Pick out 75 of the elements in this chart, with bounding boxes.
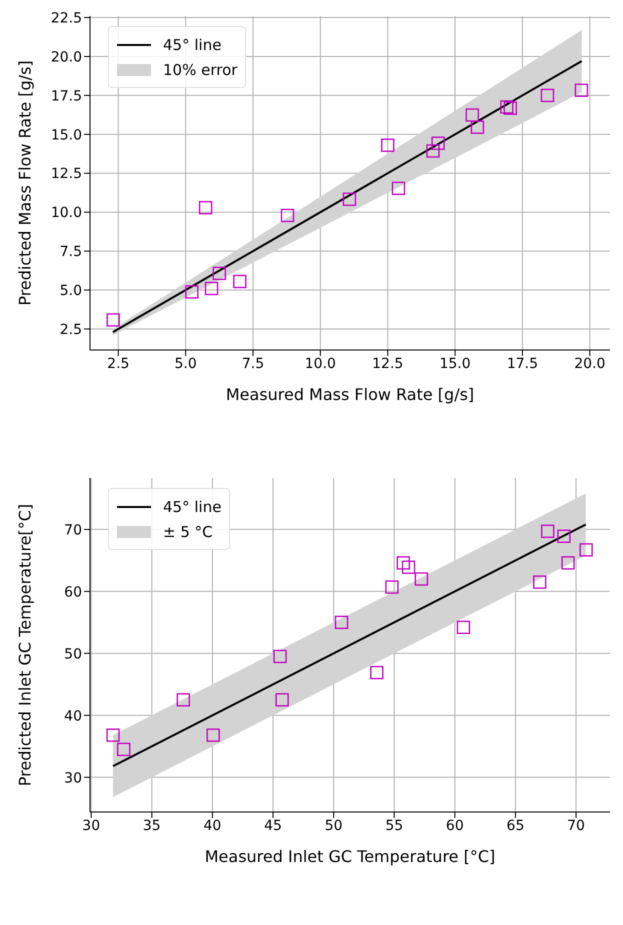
x-tick-label: 7.5: [242, 356, 264, 372]
point: [466, 108, 479, 122]
x-tick-label: 20.0: [574, 356, 606, 372]
y-tick-label: 10.0: [50, 205, 82, 222]
point: [185, 285, 198, 299]
y-tick-label: 40: [64, 708, 82, 724]
point: [275, 693, 289, 706]
point: [204, 282, 218, 296]
x-tick-label: 70: [567, 818, 585, 834]
y-tick-label: 2.5: [60, 322, 82, 338]
point: [396, 556, 410, 570]
point: [540, 88, 554, 102]
point: [342, 192, 356, 206]
y-axis-title: Predicted Mass Flow Rate [g/s]: [16, 60, 35, 306]
x-tick-label: 5.0: [174, 356, 197, 372]
point: [381, 138, 394, 152]
point: [426, 144, 440, 158]
point: [385, 580, 399, 594]
x-tick-label: 10.0: [304, 356, 336, 372]
point: [504, 102, 517, 115]
point: [533, 575, 546, 589]
x-tick-label: 45: [264, 818, 282, 834]
point: [579, 543, 593, 557]
legend-label: 45° line: [163, 36, 222, 54]
point: [392, 182, 406, 196]
y-tick-label: 7.5: [60, 244, 82, 260]
y-tick-label: 30: [64, 770, 82, 786]
point: [541, 524, 554, 538]
point: [574, 84, 588, 97]
point: [334, 616, 348, 630]
y-tick-label: 22.5: [50, 10, 82, 27]
y-tick-label: 12.5: [50, 166, 82, 182]
point: [557, 530, 571, 543]
point: [206, 728, 220, 742]
x-tick-label: 15.0: [439, 356, 471, 372]
x-axis-title: Measured Inlet GC Temperature [°C]: [204, 847, 496, 866]
point: [176, 693, 190, 706]
x-tick-label: 50: [324, 818, 343, 834]
y-tick-label: 50: [64, 646, 82, 662]
y-tick-label: 5.0: [60, 283, 82, 300]
point: [198, 201, 212, 214]
x-tick-label: 30: [82, 818, 100, 834]
x-tick-label: 55: [385, 818, 404, 834]
point: [456, 620, 470, 634]
x-tick-label: 2.5: [107, 356, 130, 372]
legend-label: 45° line: [163, 498, 222, 516]
y-tick-label: 70: [64, 522, 82, 538]
point: [431, 136, 445, 150]
point: [280, 208, 294, 222]
point: [117, 742, 130, 756]
y-tick-label: 60: [64, 584, 82, 600]
x-tick-label: 40: [204, 818, 222, 834]
y-axis-title: Predicted Inlet GC Temperature[°C]: [16, 504, 35, 786]
annotation: 10% error: [163, 60, 238, 78]
point: [470, 120, 484, 134]
point: [370, 666, 384, 680]
y-tick-label: 20.0: [50, 49, 82, 66]
y-tick-label: 17.5: [50, 88, 82, 104]
point: [402, 560, 416, 574]
annotation: ± 5 °C: [163, 522, 213, 540]
point: [414, 572, 428, 586]
point: [233, 274, 246, 288]
x-axis-title: Measured Mass Flow Rate [g/s]: [226, 385, 474, 404]
point: [106, 728, 120, 742]
point: [561, 556, 575, 570]
x-tick-label: 65: [506, 818, 524, 834]
x-tick-label: 17.5: [506, 356, 538, 372]
y-tick-label: 15.0: [50, 127, 82, 144]
point: [212, 266, 226, 280]
point: [106, 313, 120, 327]
x-tick-label: 12.5: [372, 356, 404, 372]
point: [500, 100, 514, 114]
point: [273, 650, 287, 664]
x-tick-label: 60: [446, 818, 464, 834]
x-tick-label: 35: [142, 818, 161, 834]
